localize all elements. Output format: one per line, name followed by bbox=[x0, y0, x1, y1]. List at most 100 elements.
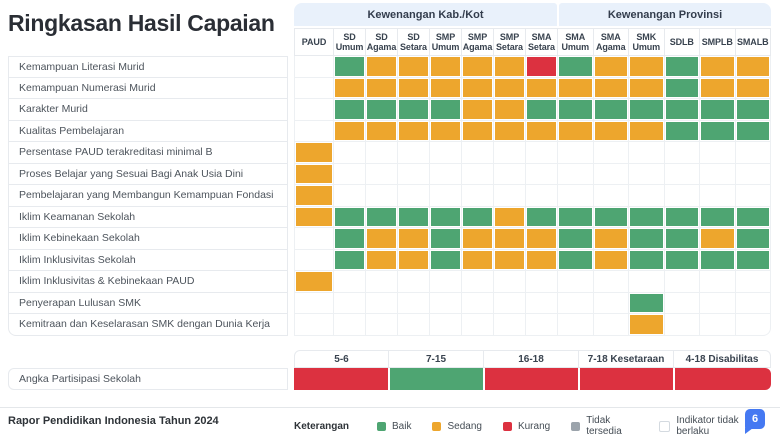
status-fill bbox=[594, 100, 627, 119]
status-cell bbox=[398, 99, 430, 121]
status-cell bbox=[700, 77, 736, 99]
status-fill bbox=[736, 250, 769, 269]
status-cell bbox=[294, 77, 334, 99]
status-fill bbox=[335, 229, 364, 248]
status-cell bbox=[462, 249, 494, 271]
status-cell bbox=[462, 271, 494, 293]
status-cell bbox=[366, 314, 398, 336]
legend-item-label: Kurang bbox=[517, 420, 551, 432]
participation-status-cell bbox=[579, 368, 674, 390]
row-label: Iklim Inklusivitas Sekolah bbox=[8, 249, 288, 271]
status-fill bbox=[701, 57, 734, 76]
status-fill bbox=[296, 272, 332, 291]
column-header-sma-setara: SMA Setara bbox=[526, 28, 558, 56]
status-cell bbox=[462, 99, 494, 121]
status-cell bbox=[558, 314, 594, 336]
status-cell bbox=[334, 163, 366, 185]
legend-swatch-sedang bbox=[432, 421, 442, 431]
status-cell bbox=[558, 271, 594, 293]
status-fill bbox=[594, 57, 627, 76]
status-cell bbox=[593, 206, 629, 228]
participation-row: Angka Partisipasi Sekolah bbox=[8, 368, 771, 390]
status-fill bbox=[463, 207, 492, 226]
status-cell bbox=[294, 292, 334, 314]
status-fill bbox=[431, 207, 460, 226]
status-fill bbox=[559, 250, 592, 269]
status-cell bbox=[735, 142, 771, 164]
status-cell bbox=[430, 77, 462, 99]
row-label: Iklim Keamanan Sekolah bbox=[8, 206, 288, 228]
status-fill bbox=[559, 229, 592, 248]
status-cell bbox=[593, 99, 629, 121]
status-cell bbox=[398, 120, 430, 142]
status-cell bbox=[430, 271, 462, 293]
status-cell bbox=[430, 56, 462, 78]
status-cell bbox=[398, 142, 430, 164]
column-header-smplb: SMPLB bbox=[700, 28, 736, 56]
status-fill bbox=[495, 100, 524, 119]
status-cell bbox=[462, 77, 494, 99]
status-cell bbox=[334, 206, 366, 228]
status-cell bbox=[494, 163, 526, 185]
status-cell bbox=[526, 292, 558, 314]
status-cell bbox=[334, 228, 366, 250]
status-cell bbox=[526, 228, 558, 250]
status-cell bbox=[398, 271, 430, 293]
legend-swatch-none bbox=[659, 420, 671, 432]
status-cell bbox=[700, 163, 736, 185]
status-fill bbox=[675, 368, 771, 390]
status-fill bbox=[630, 229, 663, 248]
status-cell bbox=[398, 77, 430, 99]
status-cell bbox=[593, 292, 629, 314]
status-fill bbox=[527, 229, 556, 248]
row-label: Iklim Inklusivitas & Kebinekaan PAUD bbox=[8, 271, 288, 293]
status-cell bbox=[430, 292, 462, 314]
status-fill bbox=[559, 100, 592, 119]
status-fill bbox=[580, 368, 673, 390]
matrix-row-iklim-kebinekaan-sekolah: Iklim Kebinekaan Sekolah bbox=[8, 228, 771, 250]
status-cell bbox=[593, 228, 629, 250]
status-cell bbox=[558, 163, 594, 185]
legend: Keterangan Baik Sedang Kurang Tidak tersedi… bbox=[294, 415, 780, 437]
column-header-sma-umum: SMA Umum bbox=[558, 28, 594, 56]
status-cell bbox=[334, 314, 366, 336]
matrix-row-pembelajaran-yang-membangun-kemampuan-fondasi: Pembelajaran yang Membangun Kemampuan Fo… bbox=[8, 185, 771, 207]
status-cell bbox=[494, 314, 526, 336]
row-label: Kemampuan Literasi Murid bbox=[8, 56, 288, 78]
matrix-row-kemampuan-literasi-murid: Kemampuan Literasi Murid bbox=[8, 56, 771, 78]
status-fill bbox=[594, 78, 627, 97]
status-fill bbox=[701, 78, 734, 97]
status-cell bbox=[593, 249, 629, 271]
status-fill bbox=[630, 57, 663, 76]
page-title: Ringkasan Hasil Capaian bbox=[8, 10, 275, 36]
participation-header-row: 5-6 7-15 16-18 7-18 Kesetaraan 4-18 Disabili… bbox=[8, 350, 771, 368]
column-header-sdlb: SDLB bbox=[664, 28, 700, 56]
status-fill bbox=[367, 78, 396, 97]
status-fill bbox=[367, 121, 396, 140]
status-cell bbox=[462, 206, 494, 228]
status-cell bbox=[735, 99, 771, 121]
achievement-matrix: Kewenangan Kab./Kot Kewenangan Provinsi … bbox=[8, 3, 771, 336]
status-cell bbox=[664, 99, 700, 121]
status-cell bbox=[462, 292, 494, 314]
status-fill bbox=[399, 78, 428, 97]
page-badge[interactable]: 6 bbox=[745, 409, 765, 434]
participation-column-header-7-15: 7-15 bbox=[389, 350, 484, 368]
legend-item-kurang: Kurang bbox=[502, 420, 551, 432]
status-fill bbox=[390, 368, 483, 390]
status-cell bbox=[430, 163, 462, 185]
status-cell bbox=[294, 99, 334, 121]
status-fill bbox=[594, 207, 627, 226]
status-fill bbox=[335, 250, 364, 269]
status-fill bbox=[701, 100, 734, 119]
status-fill bbox=[527, 121, 556, 140]
status-cell bbox=[735, 228, 771, 250]
status-cell bbox=[664, 271, 700, 293]
status-fill bbox=[399, 100, 428, 119]
status-cell bbox=[629, 206, 665, 228]
status-cell bbox=[664, 314, 700, 336]
column-header-smalb: SMALB bbox=[735, 28, 771, 56]
status-fill bbox=[399, 121, 428, 140]
status-cell bbox=[664, 163, 700, 185]
